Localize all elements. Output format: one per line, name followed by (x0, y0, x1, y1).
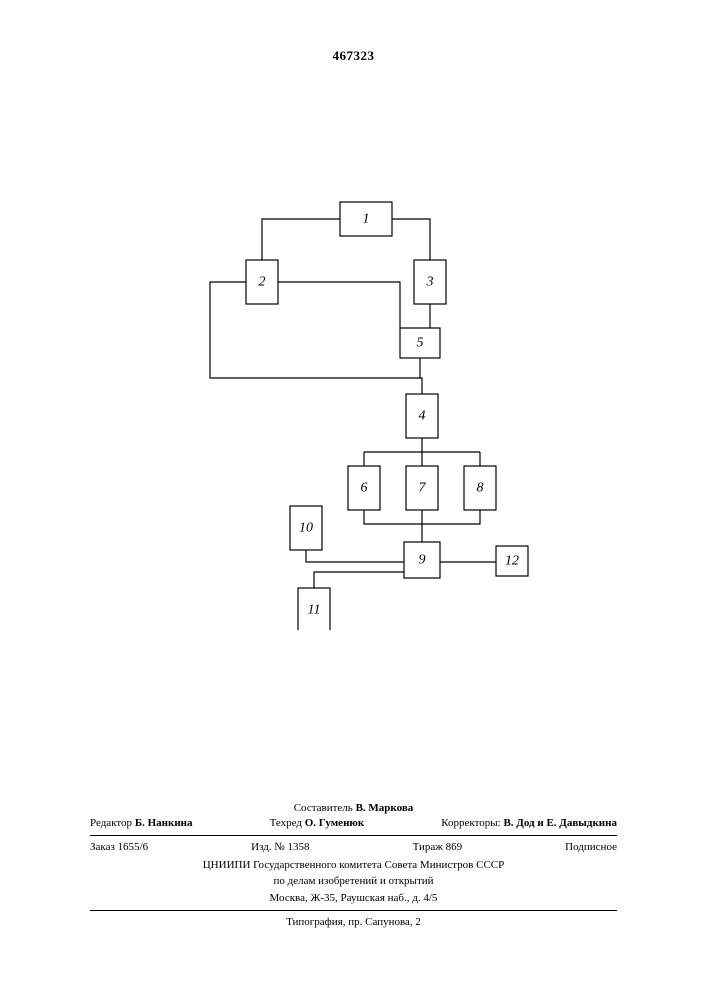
patent-page: 467323 123546789101112 Составитель В. Ма… (0, 0, 707, 1000)
corrector-label: Корректоры: (441, 817, 500, 829)
editor-name: Б. Нанкина (135, 817, 193, 829)
block-4: 4 (406, 394, 438, 438)
divider (90, 910, 617, 911)
document-number: 467323 (0, 48, 707, 64)
block-label: 2 (259, 275, 266, 290)
composer-name: В. Маркова (356, 802, 414, 814)
editor-label: Редактор (90, 817, 132, 829)
block-5: 5 (400, 328, 440, 358)
block-label: 9 (419, 553, 426, 568)
imprint-footer: Составитель В. Маркова Редактор Б. Нанки… (0, 801, 707, 930)
connection-line (392, 219, 430, 260)
order-number: Заказ 1655/6 (90, 840, 148, 855)
block-8: 8 (464, 466, 496, 510)
connection-line (306, 550, 404, 562)
block-label: 11 (308, 603, 321, 618)
block-label: 7 (419, 481, 427, 496)
block-label: 6 (361, 481, 368, 496)
corrector-names: В. Дод и Е. Давыдкина (503, 817, 617, 829)
block-label: 8 (477, 481, 484, 496)
publisher-org-1: ЦНИИПИ Государственного комитета Совета … (0, 858, 707, 873)
circulation: Тираж 869 (413, 840, 463, 855)
publisher-org-2: по делам изобретений и открытий (0, 874, 707, 889)
block-11: 11 (298, 588, 330, 630)
block-label: 4 (419, 409, 426, 424)
composer-label: Составитель (294, 802, 353, 814)
block-label: 10 (299, 521, 313, 536)
subscription: Подписное (565, 840, 617, 855)
block-label: 1 (363, 212, 370, 227)
block-1: 1 (340, 202, 392, 236)
block-diagram: 123546789101112 (150, 190, 550, 630)
connection-line (278, 282, 400, 328)
block-12: 12 (496, 546, 528, 576)
techred-label: Техред (270, 817, 302, 829)
block-6: 6 (348, 466, 380, 510)
edition-number: Изд. № 1358 (251, 840, 309, 855)
techred-name: О. Гуменюк (305, 817, 364, 829)
divider (90, 835, 617, 836)
block-10: 10 (290, 506, 322, 550)
block-7: 7 (406, 466, 438, 510)
connection-line (210, 282, 422, 394)
publisher-address: Москва, Ж-35, Раушская наб., д. 4/5 (0, 891, 707, 906)
connection-line (314, 572, 410, 588)
block-2: 2 (246, 260, 278, 304)
connection-line (262, 219, 340, 260)
printer-address: Типография, пр. Сапунова, 2 (0, 915, 707, 930)
block-3: 3 (414, 260, 446, 304)
block-9: 9 (404, 542, 440, 578)
block-label: 5 (417, 336, 424, 351)
block-label: 3 (426, 275, 434, 290)
block-label: 12 (505, 554, 519, 569)
